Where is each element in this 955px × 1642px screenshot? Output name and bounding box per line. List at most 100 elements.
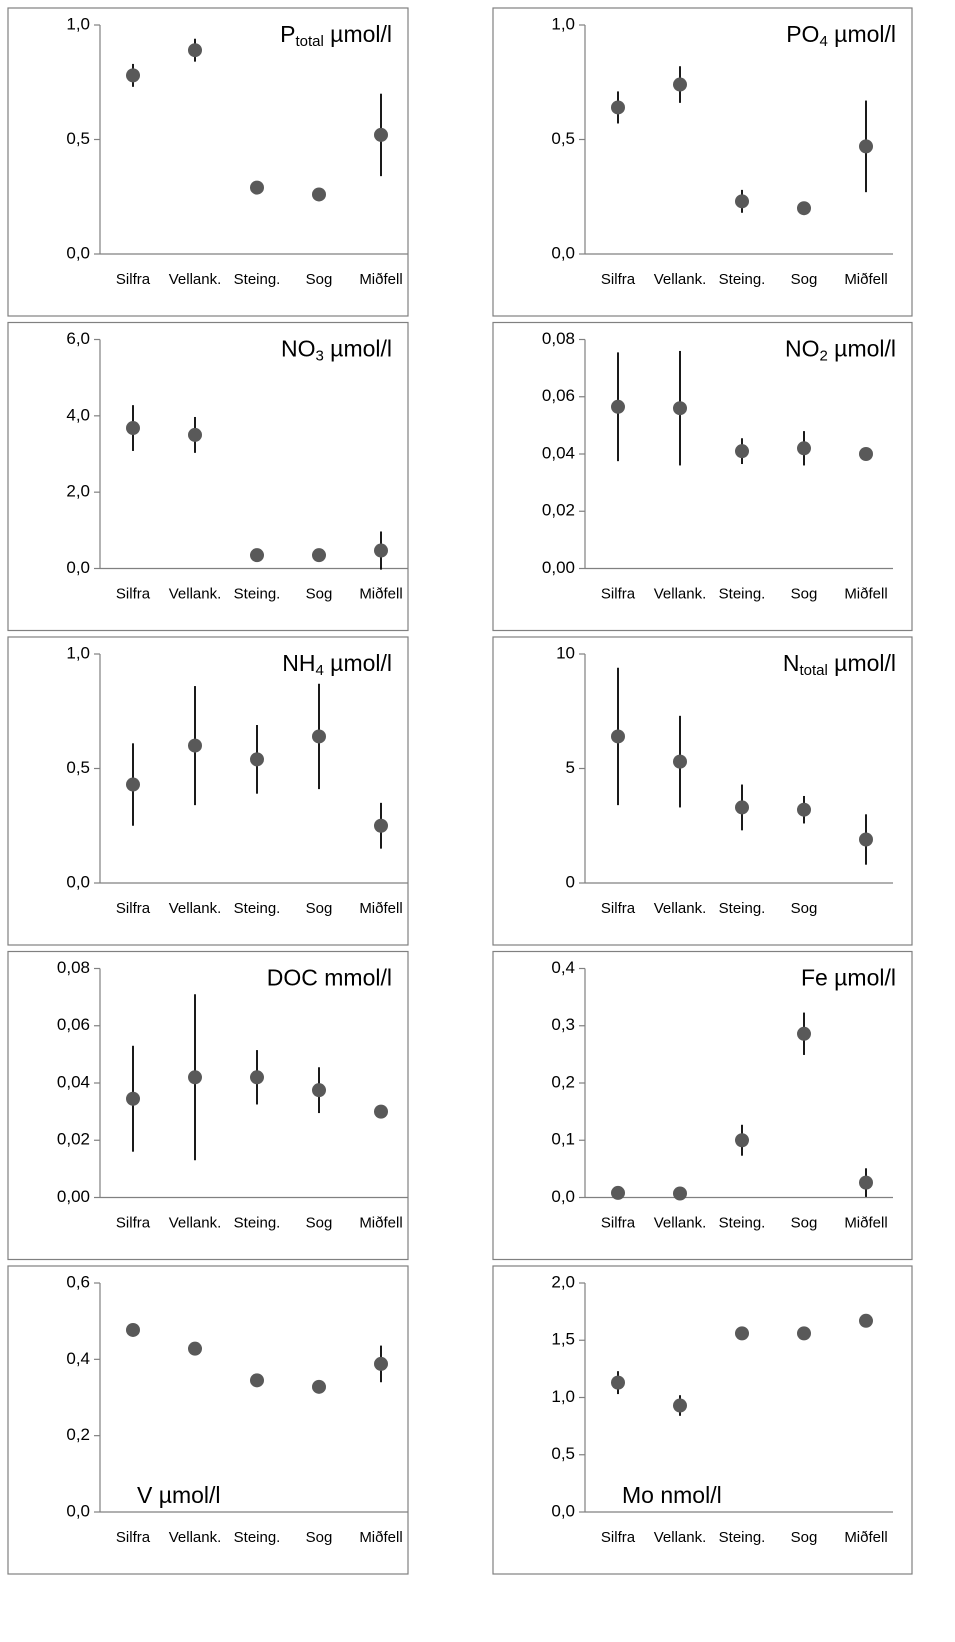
x-tick-label: Silfra [601,1529,636,1546]
y-tick-label: 1,0 [66,643,90,662]
data-point [312,1379,326,1394]
data-point [859,447,873,461]
y-tick-label: 0,4 [551,958,575,977]
chart-title: PO4 µmol/l [786,21,896,50]
y-tick-label: 1,5 [551,1330,575,1349]
title-subscript: 4 [315,662,323,679]
panel-border [492,950,913,1261]
data-point [859,139,873,154]
data-point [735,1133,749,1148]
data-point [250,752,264,767]
data-point [374,818,388,833]
y-tick-label: 0,00 [542,558,575,577]
x-tick-label: Miðfell [844,1529,887,1546]
data-point [312,1083,326,1098]
x-tick-label: Miðfell [844,271,887,288]
x-tick-label: Sog [306,900,333,917]
x-tick-label: Sog [791,585,818,602]
y-tick-label: 0,3 [551,1015,575,1034]
data-point [126,421,140,436]
data-point [611,1185,625,1200]
title-text: P [280,21,295,47]
title-text: PO [786,21,819,47]
panel-border [492,1265,913,1575]
data-point [673,754,687,769]
panel: 0,0 2,0 4,0 6,0 Silfra Vellank. Steing. Sog Miðf… [7,321,409,632]
data-point [126,1091,140,1106]
x-tick-label: Miðfell [359,900,402,917]
data-point [188,1070,202,1085]
x-tick-label: Miðfell [844,585,887,602]
y-tick-label: 0,04 [542,443,575,462]
y-tick-label: 0,06 [542,386,575,405]
data-point [312,187,326,202]
panel-border [7,1265,409,1575]
chart-title: V µmol/l [137,1482,221,1508]
data-point [859,1175,873,1190]
x-tick-label: Sog [306,1529,333,1546]
data-point [673,77,687,92]
y-tick-label: 0,0 [66,1501,90,1520]
title-subscript: total [799,662,827,679]
x-tick-label: Silfra [116,1214,151,1231]
title-subscript: 3 [315,347,323,364]
panel-border [492,321,913,632]
x-tick-label: Silfra [116,900,151,917]
x-tick-label: Sog [791,271,818,288]
x-tick-label: Sog [306,585,333,602]
x-tick-label: Vellank. [654,271,707,288]
x-tick-label: Steing. [234,271,281,288]
x-tick-label: Sog [791,1529,818,1546]
y-tick-label: 0,0 [66,558,90,577]
panel: 0,00 0,02 0,04 0,06 0,08 Silfra Vellank. Steing… [492,321,913,632]
title-text: Fe µmol/l [801,965,896,991]
x-tick-label: Silfra [601,900,636,917]
panel-border [492,636,913,946]
data-point [611,1375,625,1390]
data-point [859,1313,873,1328]
data-point [312,729,326,744]
x-tick-label: Miðfell [359,585,402,602]
x-tick-label: Steing. [234,585,281,602]
x-tick-label: Vellank. [654,1529,707,1546]
x-tick-label: Vellank. [169,1529,222,1546]
x-tick-label: Sog [306,271,333,288]
data-point [735,444,749,459]
panel: 0 5 10 Silfra Vellank. Steing. Sog Ntotal µmol/… [492,636,913,946]
data-point [250,180,264,195]
x-tick-label: Silfra [601,271,636,288]
data-point [611,399,625,414]
data-point [188,43,202,58]
data-point [250,1373,264,1388]
y-tick-label: 0,00 [57,1187,90,1206]
title-text: DOC mmol/l [267,965,392,991]
title-subscript: total [295,33,323,50]
chart-title: Mo nmol/l [622,1482,722,1508]
title-subscript: 2 [819,347,827,364]
title-text: N [783,650,800,676]
data-point [188,1341,202,1356]
y-tick-label: 5 [566,758,575,777]
y-tick-label: 0,08 [542,329,575,348]
panel: 0,0 0,1 0,2 0,3 0,4 Silfra Vellank. Steing. Sog M… [492,950,913,1261]
y-tick-label: 0,02 [57,1130,90,1149]
title-unit: µmol/l [324,650,392,676]
y-tick-label: 0,0 [551,1501,575,1520]
x-tick-label: Sog [306,1214,333,1231]
y-tick-label: 1,0 [66,14,90,33]
x-tick-label: Steing. [719,900,766,917]
data-point [611,100,625,115]
x-tick-label: Miðfell [359,1214,402,1231]
x-tick-label: Silfra [116,585,151,602]
y-tick-label: 1,0 [551,1387,575,1406]
chart-title: Ptotal µmol/l [280,21,392,50]
y-tick-label: 0,08 [57,958,90,977]
x-tick-label: Vellank. [169,1214,222,1231]
data-point [374,543,388,558]
title-unit: µmol/l [828,21,896,47]
x-tick-label: Sog [791,1214,818,1231]
y-tick-label: 6,0 [66,329,90,348]
title-unit: µmol/l [828,650,896,676]
panel-border [7,950,409,1261]
